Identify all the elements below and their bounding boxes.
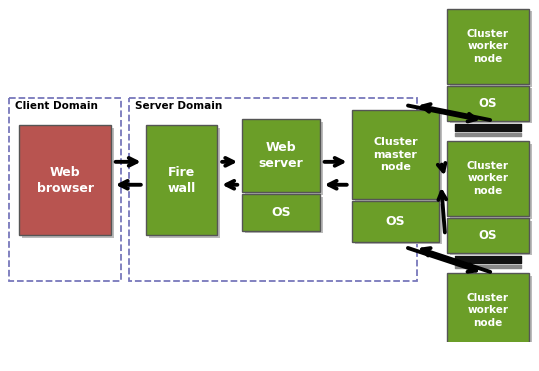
FancyBboxPatch shape — [450, 144, 531, 219]
FancyBboxPatch shape — [450, 276, 531, 351]
FancyBboxPatch shape — [447, 350, 529, 371]
Text: Client Domain: Client Domain — [15, 101, 98, 111]
FancyBboxPatch shape — [450, 352, 531, 371]
FancyBboxPatch shape — [355, 204, 442, 244]
FancyBboxPatch shape — [146, 125, 217, 235]
FancyBboxPatch shape — [447, 9, 529, 84]
Text: Web
browser: Web browser — [37, 166, 94, 195]
FancyBboxPatch shape — [242, 119, 320, 192]
FancyBboxPatch shape — [19, 125, 111, 235]
Text: OS: OS — [271, 206, 291, 219]
Text: OS: OS — [385, 215, 405, 228]
Text: Server Domain: Server Domain — [135, 101, 222, 111]
FancyBboxPatch shape — [447, 218, 529, 253]
Text: Fire
wall: Fire wall — [167, 166, 196, 195]
Text: OS: OS — [479, 97, 497, 110]
FancyBboxPatch shape — [447, 86, 529, 121]
Text: Cluster
worker
node: Cluster worker node — [467, 293, 509, 328]
FancyBboxPatch shape — [245, 197, 323, 233]
FancyBboxPatch shape — [149, 128, 220, 238]
FancyBboxPatch shape — [22, 128, 114, 238]
Text: Web
server: Web server — [259, 141, 303, 170]
Text: OS: OS — [479, 361, 497, 371]
Text: Cluster
worker
node: Cluster worker node — [467, 161, 509, 196]
Bar — [9, 98, 121, 281]
FancyBboxPatch shape — [245, 121, 323, 195]
Text: Cluster
master
node: Cluster master node — [373, 137, 418, 172]
Text: OS: OS — [479, 229, 497, 242]
FancyBboxPatch shape — [355, 112, 442, 202]
FancyBboxPatch shape — [351, 201, 439, 242]
FancyBboxPatch shape — [351, 109, 439, 200]
FancyBboxPatch shape — [450, 12, 531, 87]
Text: Cluster
worker
node: Cluster worker node — [467, 29, 509, 64]
FancyBboxPatch shape — [450, 220, 531, 255]
FancyBboxPatch shape — [447, 141, 529, 216]
FancyBboxPatch shape — [242, 194, 320, 231]
Bar — [129, 98, 417, 281]
FancyBboxPatch shape — [450, 89, 531, 123]
FancyBboxPatch shape — [447, 273, 529, 348]
